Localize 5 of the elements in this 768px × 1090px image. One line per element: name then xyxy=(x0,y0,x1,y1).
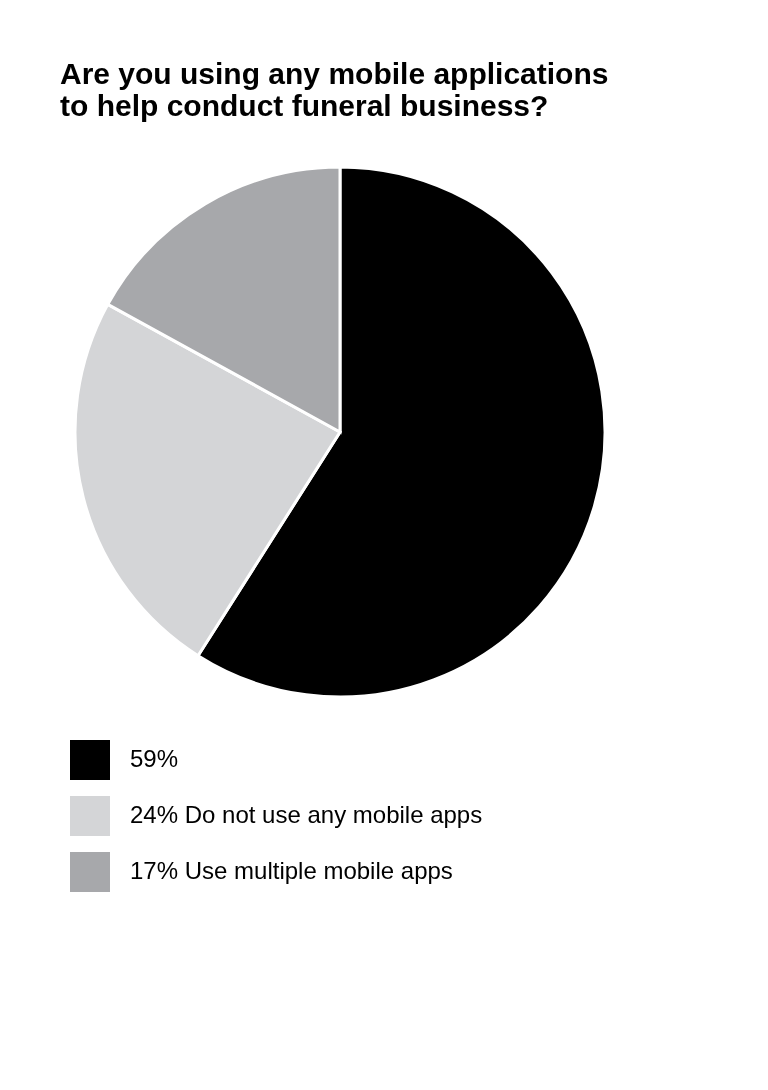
text: to help conduct funeral business? xyxy=(60,89,549,122)
legend-label: 59% xyxy=(130,745,179,772)
text: Are you using any mobile applications xyxy=(60,57,609,90)
legend-label: 17% Use multiple mobile apps xyxy=(130,857,453,884)
legend-label: 24% Do not use any mobile apps xyxy=(130,801,483,828)
